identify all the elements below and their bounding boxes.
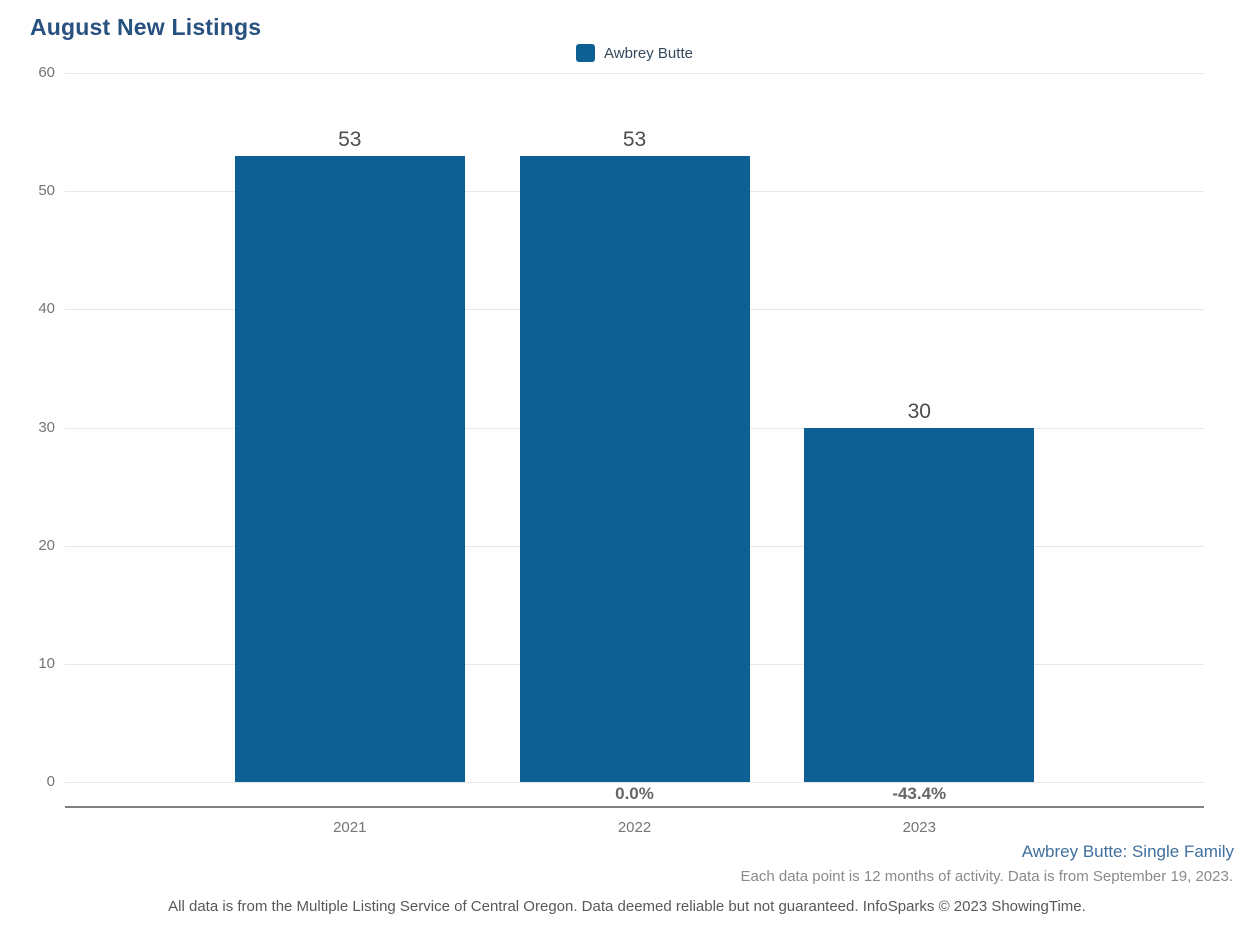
y-axis-tick-label: 0	[46, 773, 55, 790]
bar-value-label: 30	[907, 399, 931, 423]
legend-item-awbrey-butte[interactable]: Awbrey Butte	[576, 44, 693, 62]
legend-swatch-icon	[576, 44, 596, 62]
bar-2023[interactable]	[804, 427, 1035, 782]
x-axis-tick-label: 2021	[333, 819, 367, 836]
legend-label: Awbrey Butte	[604, 44, 693, 62]
x-axis-line	[65, 806, 1204, 808]
gridline-y-0	[65, 782, 1204, 783]
data-note: Each data point is 12 months of activity…	[740, 868, 1233, 885]
pct-change-label: 0.0%	[615, 784, 654, 803]
bar-value-label: 53	[338, 127, 362, 151]
gridline-y-60	[65, 73, 1204, 74]
y-axis-tick-label: 60	[38, 64, 55, 81]
x-axis-tick-label: 2022	[617, 819, 652, 836]
chart-title: August New Listings	[30, 14, 262, 40]
bar-2021[interactable]	[234, 155, 465, 782]
x-axis-tick-label: 2023	[902, 819, 936, 836]
series-note: Awbrey Butte: Single Family	[1021, 842, 1234, 861]
disclaimer: All data is from the Multiple Listing Se…	[168, 898, 1086, 915]
y-axis-tick-label: 50	[38, 182, 55, 200]
y-axis-tick-label: 10	[38, 654, 55, 672]
plot-area: 53 53 30	[65, 73, 1204, 783]
pct-change-label: -43.4%	[892, 784, 947, 803]
y-axis-tick-label: 20	[38, 536, 55, 554]
bar-2022[interactable]	[519, 155, 750, 782]
y-axis-tick-label: 40	[38, 300, 55, 318]
bar-value-label: 53	[622, 127, 647, 151]
y-axis-tick-label: 30	[38, 418, 55, 436]
chart-legend: Awbrey Butte	[65, 44, 1204, 62]
